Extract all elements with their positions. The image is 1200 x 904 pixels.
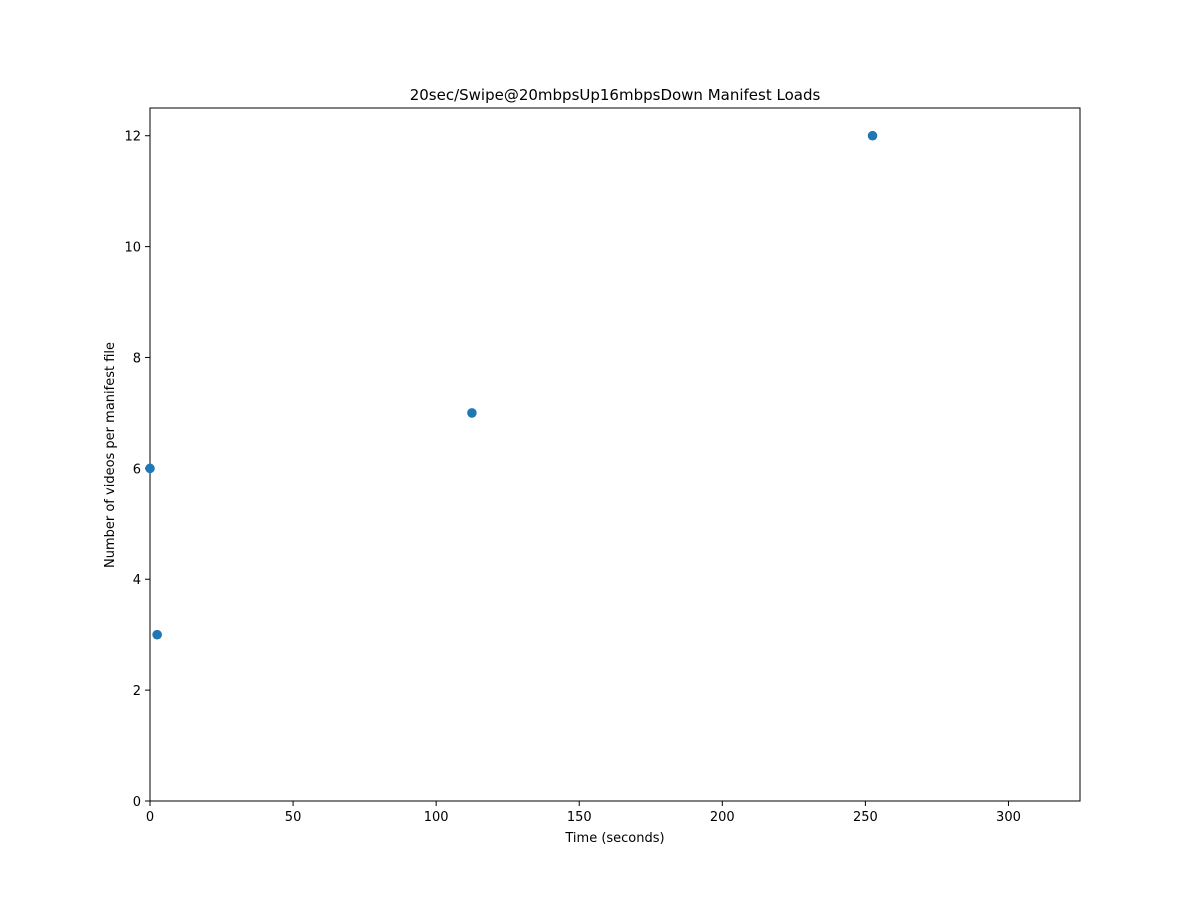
x-axis-label: Time (seconds) xyxy=(564,831,664,846)
y-tick-label-0: 0 xyxy=(133,795,141,810)
y-tick-label-4: 8 xyxy=(133,351,141,366)
x-tick-label-3: 150 xyxy=(567,810,592,825)
data-point-0-2 xyxy=(467,408,477,418)
data-point-0-1 xyxy=(152,629,162,640)
x-tick-label-5: 250 xyxy=(853,810,878,825)
plot-frame xyxy=(149,107,1081,802)
y-tick-label-3: 6 xyxy=(133,462,141,477)
x-tick-label-6: 300 xyxy=(996,810,1021,825)
data-point-0-3 xyxy=(867,130,878,141)
y-tick-label-2: 4 xyxy=(133,573,141,588)
x-tick-label-4: 200 xyxy=(710,810,735,825)
y-tick-label-5: 10 xyxy=(124,241,141,256)
x-tick-label-0: 0 xyxy=(146,810,154,825)
y-tick-label-6: 12 xyxy=(124,130,141,145)
y-tick-label-1: 2 xyxy=(133,684,141,699)
x-tick-label-2: 100 xyxy=(424,810,449,825)
axes: 0 50 100 150 200 250 300 0 2 4 6 8 10 12 xyxy=(124,107,1081,825)
chart-title: 20sec/Swipe@20mbpsUp16mbpsDown Manifest … xyxy=(410,86,821,104)
data-points xyxy=(145,130,878,640)
y-axis-label: Number of videos per manifest file xyxy=(103,342,118,568)
x-tick-label-1: 50 xyxy=(285,810,302,825)
data-point-0-0 xyxy=(145,463,155,474)
